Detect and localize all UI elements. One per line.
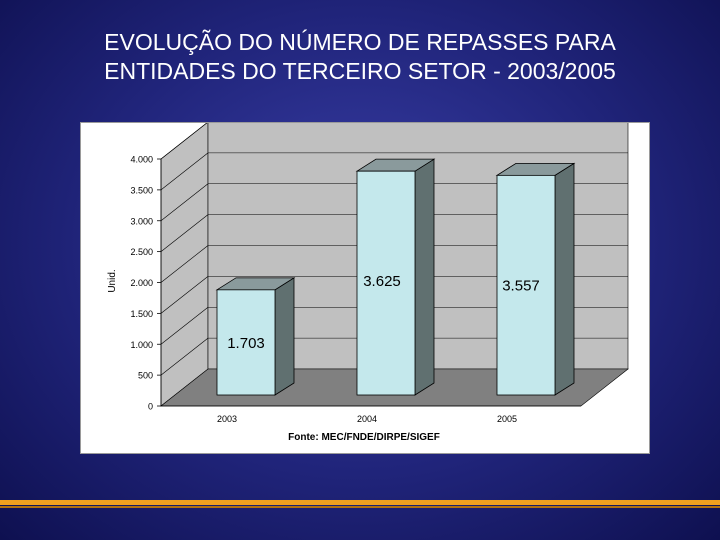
x-tick-label: 2004 — [357, 414, 377, 424]
gridline-side — [160, 245, 209, 283]
x-tick-label: 2005 — [497, 414, 517, 424]
gridline-side — [160, 214, 209, 252]
gridline-side — [160, 123, 208, 160]
y-tick-label: 1.000 — [130, 340, 153, 350]
y-tick-label: 4.000 — [130, 155, 153, 165]
y-tick-label: 1.500 — [130, 309, 153, 319]
data-label: 3.625 — [363, 273, 401, 290]
y-tick-label: 3.500 — [130, 185, 153, 195]
y-axis-label: Unid. — [107, 269, 118, 292]
data-label: 3.557 — [502, 277, 540, 294]
y-axis-ticks: 0 500 1.000 1.500 2.000 2.500 3.000 3.500 4.000 — [130, 155, 162, 412]
bar-side — [274, 277, 295, 396]
bar-side — [554, 162, 575, 396]
bars — [215, 158, 576, 396]
bar-chart: 05001.0001.5002.0002.5003.0003.5004.000 … — [107, 123, 629, 443]
bar-2003 — [216, 289, 276, 396]
slide-title: EVOLUÇÃO DO NÚMERO DE REPASSES PARA ENTI… — [0, 28, 720, 86]
x-tick-label: 2003 — [217, 414, 237, 424]
gridline-side — [160, 183, 209, 221]
y-tick-label: 0 — [148, 402, 153, 412]
data-labels: 1.703 3.625 3.557 — [227, 273, 540, 352]
bar-side — [414, 158, 435, 396]
bar-2005 — [496, 174, 556, 396]
y-tick-label: 3.000 — [130, 216, 153, 226]
x-axis-ticks: 2003 2004 2005 — [161, 405, 581, 424]
y-tick-label: 500 — [138, 371, 153, 381]
bar-2004 — [356, 170, 416, 396]
gridline-side — [160, 337, 209, 376]
title-line-2: ENTIDADES DO TERCEIRO SETOR - 2003/2005 — [104, 58, 616, 84]
source-note: Fonte: MEC/FNDE/DIRPE/SIGEF — [288, 432, 440, 443]
data-label: 1.703 — [227, 335, 265, 352]
side-wall — [160, 123, 209, 407]
gridline-side — [160, 152, 209, 191]
y-tick-label: 2.000 — [130, 278, 153, 288]
gridline-side — [160, 276, 209, 314]
y-tick-label: 2.500 — [130, 247, 153, 257]
gridline-side — [160, 307, 209, 345]
accent-line — [0, 500, 720, 505]
chart-panel: 0 500 1.000 1.500 2.000 2.500 3.000 3.500 4.000 … — [80, 122, 650, 454]
accent-line-shadow — [0, 506, 720, 508]
title-line-1: EVOLUÇÃO DO NÚMERO DE REPASSES PARA — [104, 29, 616, 55]
